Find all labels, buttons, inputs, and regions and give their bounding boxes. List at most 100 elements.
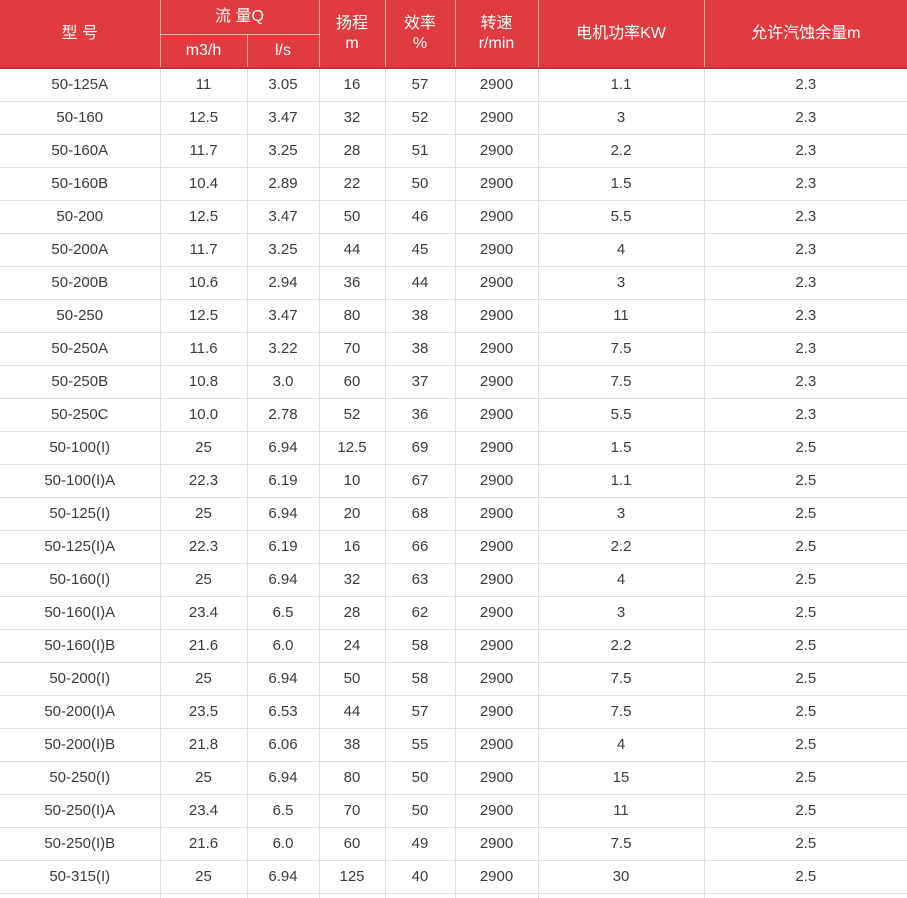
table-cell: 2900 [454, 496, 539, 531]
table-cell: 38 [384, 298, 456, 333]
table-cell: 2900 [454, 331, 539, 366]
table-row: 50-200(I)B 21.8 6.06 38 55 2900 4 2.5 [0, 727, 907, 762]
table-cell: 40 [384, 859, 456, 894]
table-cell: 2.5 [703, 628, 907, 663]
table-row: 50-160(I) 25 6.94 32 63 2900 4 2.5 [0, 562, 907, 597]
table-cell: 2.5 [703, 859, 907, 894]
table-cell: 36 [384, 397, 456, 432]
table-cell: 23.4 [159, 595, 248, 630]
table-cell: 2900 [454, 562, 539, 597]
table-cell: 3.25 [246, 232, 320, 267]
table-cell: 2900 [454, 661, 539, 696]
table-cell [318, 892, 386, 898]
table-cell: 7.5 [537, 694, 705, 729]
table-cell: 7.5 [537, 364, 705, 399]
table-cell: 12.5 [159, 298, 248, 333]
table-row: 50-200(I) 25 6.94 50 58 2900 7.5 2.5 [0, 661, 907, 696]
header-flow-label: 流 量Q [215, 7, 264, 25]
table-row: 50-160(I)A 23.4 6.5 28 62 2900 3 2.5 [0, 595, 907, 630]
table-cell: 57 [384, 694, 456, 729]
table-row: 50-250 12.5 3.47 80 38 2900 11 2.3 [0, 298, 907, 333]
header-npsh-label: 允许汽蚀余量m [751, 24, 861, 42]
header-flow-ls-label: l/s [275, 41, 291, 59]
table-cell: 2900 [454, 232, 539, 267]
table-cell: 2900 [454, 463, 539, 498]
table-cell: 2.5 [703, 595, 907, 630]
table-row: 50-250B 10.8 3.0 60 37 2900 7.5 2.3 [0, 364, 907, 399]
table-cell: 2900 [454, 298, 539, 333]
table-cell: 80 [318, 298, 386, 333]
table-cell: 2.5 [703, 661, 907, 696]
table-cell: 6.0 [246, 826, 320, 861]
table-cell: 23.5 [159, 694, 248, 729]
header-motor-power-label: 电机功率KW [576, 24, 666, 42]
table-cell: 7.5 [537, 826, 705, 861]
table-cell: 45 [384, 232, 456, 267]
header-speed-line2: r/min [478, 34, 515, 52]
table-cell: 38 [384, 331, 456, 366]
table-cell: 50 [318, 661, 386, 696]
table-row: 50-125A 11 3.05 16 57 2900 1.1 2.3 [0, 67, 907, 102]
table-cell: 2900 [454, 265, 539, 300]
table-cell: 2.3 [703, 100, 907, 135]
table-cell: 12.5 [159, 199, 248, 234]
table-cell: 2900 [454, 100, 539, 135]
table-cell: 25 [159, 496, 248, 531]
table-cell: 2.5 [703, 430, 907, 465]
table-cell: 2.5 [703, 793, 907, 828]
table-cell: 3.25 [246, 133, 320, 168]
table-cell: 6.06 [246, 727, 320, 762]
table-cell: 2900 [454, 628, 539, 663]
table-cell: 70 [318, 793, 386, 828]
table-cell: 7.5 [537, 661, 705, 696]
header-flow-m3h-label: m3/h [185, 41, 222, 59]
table-cell: 50-200 [0, 199, 161, 234]
table-cell: 3.47 [246, 100, 320, 135]
table-cell: 2.3 [703, 166, 907, 201]
table-cell: 50-250(I)B [0, 826, 161, 861]
table-row: 50-160A 11.7 3.25 28 51 2900 2.2 2.3 [0, 133, 907, 168]
table-cell: 6.94 [246, 496, 320, 531]
table-cell: 50-125A [0, 67, 161, 102]
table-cell: 70 [318, 331, 386, 366]
table-row: 50-125(I)A 22.3 6.19 16 66 2900 2.2 2.5 [0, 529, 907, 564]
table-row: 50-125(I) 25 6.94 20 68 2900 3 2.5 [0, 496, 907, 531]
table-cell: 32 [318, 100, 386, 135]
table-row: 50-160B 10.4 2.89 22 50 2900 1.5 2.3 [0, 166, 907, 201]
table-cell: 22.3 [159, 529, 248, 564]
table-cell: 21.8 [159, 727, 248, 762]
table-cell: 25 [159, 430, 248, 465]
header-speed: 转速 r/min [454, 0, 539, 69]
table-cell: 50-200A [0, 232, 161, 267]
table-cell: 3.47 [246, 199, 320, 234]
table-cell: 2.5 [703, 727, 907, 762]
table-cell: 2.2 [537, 529, 705, 564]
table-cell: 25 [159, 562, 248, 597]
table-cell: 3.05 [246, 67, 320, 102]
table-cell: 55 [384, 727, 456, 762]
table-cell: 25 [159, 661, 248, 696]
table-cell: 5.5 [537, 199, 705, 234]
table-cell: 50-250A [0, 331, 161, 366]
table-cell: 16 [318, 67, 386, 102]
table-cell: 6.53 [246, 694, 320, 729]
header-motor-power: 电机功率KW [537, 0, 705, 69]
table-cell: 50-250(I) [0, 760, 161, 795]
table-cell: 1.5 [537, 430, 705, 465]
table-cell: 2.3 [703, 265, 907, 300]
table-cell: 44 [318, 232, 386, 267]
table-cell: 44 [318, 694, 386, 729]
table-cell: 67 [384, 463, 456, 498]
table-cell: 21.6 [159, 826, 248, 861]
table-cell: 6.0 [246, 628, 320, 663]
table-cell: 2.5 [703, 529, 907, 564]
table-cell: 50-200(I)A [0, 694, 161, 729]
table-cell: 3.0 [246, 364, 320, 399]
table-cell: 10.6 [159, 265, 248, 300]
table-cell: 2.3 [703, 397, 907, 432]
table-cell [703, 892, 907, 898]
table-cell: 58 [384, 628, 456, 663]
table-cell: 2.5 [703, 496, 907, 531]
